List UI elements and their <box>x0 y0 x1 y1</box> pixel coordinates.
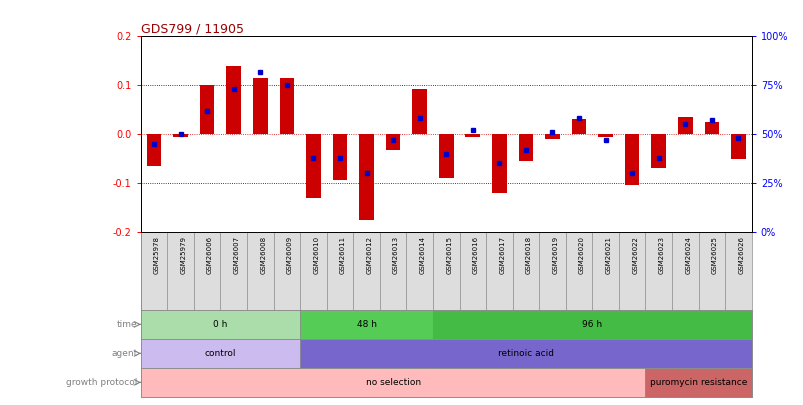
Text: GSM26014: GSM26014 <box>419 236 425 274</box>
Bar <box>141 310 300 339</box>
Bar <box>332 134 347 181</box>
Text: GSM26023: GSM26023 <box>658 236 664 274</box>
Bar <box>438 134 453 178</box>
Text: time: time <box>117 320 137 329</box>
Bar <box>518 134 532 161</box>
Bar <box>226 66 241 134</box>
Text: GSM26021: GSM26021 <box>605 236 611 274</box>
Bar <box>173 134 188 136</box>
Text: GSM26026: GSM26026 <box>737 236 744 274</box>
Bar <box>571 119 585 134</box>
Bar <box>465 134 479 136</box>
Bar <box>645 368 751 397</box>
Bar <box>544 134 559 139</box>
Bar <box>300 339 751 368</box>
Bar <box>650 134 665 168</box>
Text: no selection: no selection <box>365 378 420 387</box>
Text: GSM26012: GSM26012 <box>366 236 372 274</box>
Text: agent: agent <box>112 349 137 358</box>
Text: GSM26024: GSM26024 <box>684 236 691 273</box>
Bar <box>432 310 751 339</box>
Bar <box>385 134 400 150</box>
Text: GSM25978: GSM25978 <box>154 236 160 274</box>
Text: GSM26006: GSM26006 <box>207 236 213 274</box>
Text: GSM26020: GSM26020 <box>578 236 585 274</box>
Text: 48 h: 48 h <box>356 320 376 329</box>
Text: GSM25979: GSM25979 <box>181 236 186 274</box>
Text: GSM26017: GSM26017 <box>499 236 505 274</box>
Text: GSM26025: GSM26025 <box>711 236 717 273</box>
Text: GSM26022: GSM26022 <box>631 236 638 273</box>
Text: growth protocol: growth protocol <box>66 378 137 387</box>
Bar <box>597 134 612 136</box>
Text: puromycin resistance: puromycin resistance <box>649 378 746 387</box>
Text: 0 h: 0 h <box>213 320 227 329</box>
Text: GSM26019: GSM26019 <box>552 236 558 274</box>
Text: GSM26009: GSM26009 <box>287 236 292 274</box>
Bar <box>306 134 320 198</box>
Bar <box>141 339 300 368</box>
Text: GSM26013: GSM26013 <box>393 236 398 274</box>
Text: retinoic acid: retinoic acid <box>497 349 553 358</box>
Bar <box>146 134 161 166</box>
Bar <box>300 310 432 339</box>
Text: GSM26018: GSM26018 <box>525 236 532 274</box>
Bar <box>730 134 745 158</box>
Text: GSM26008: GSM26008 <box>260 236 266 274</box>
Text: GSM26011: GSM26011 <box>340 236 345 274</box>
Bar <box>703 122 719 134</box>
Bar <box>359 134 373 220</box>
Bar <box>412 89 426 134</box>
Bar <box>253 78 267 134</box>
Text: control: control <box>205 349 236 358</box>
Text: GSM26015: GSM26015 <box>446 236 451 274</box>
Text: GDS799 / 11905: GDS799 / 11905 <box>141 22 243 35</box>
Text: GSM26007: GSM26007 <box>234 236 239 274</box>
Text: GSM26016: GSM26016 <box>472 236 479 274</box>
Text: 96 h: 96 h <box>581 320 601 329</box>
Bar <box>491 134 506 193</box>
Bar <box>200 85 214 134</box>
Bar <box>279 78 294 134</box>
Bar <box>624 134 638 185</box>
Bar <box>677 117 691 134</box>
Bar <box>141 368 645 397</box>
Text: GSM26010: GSM26010 <box>313 236 319 274</box>
